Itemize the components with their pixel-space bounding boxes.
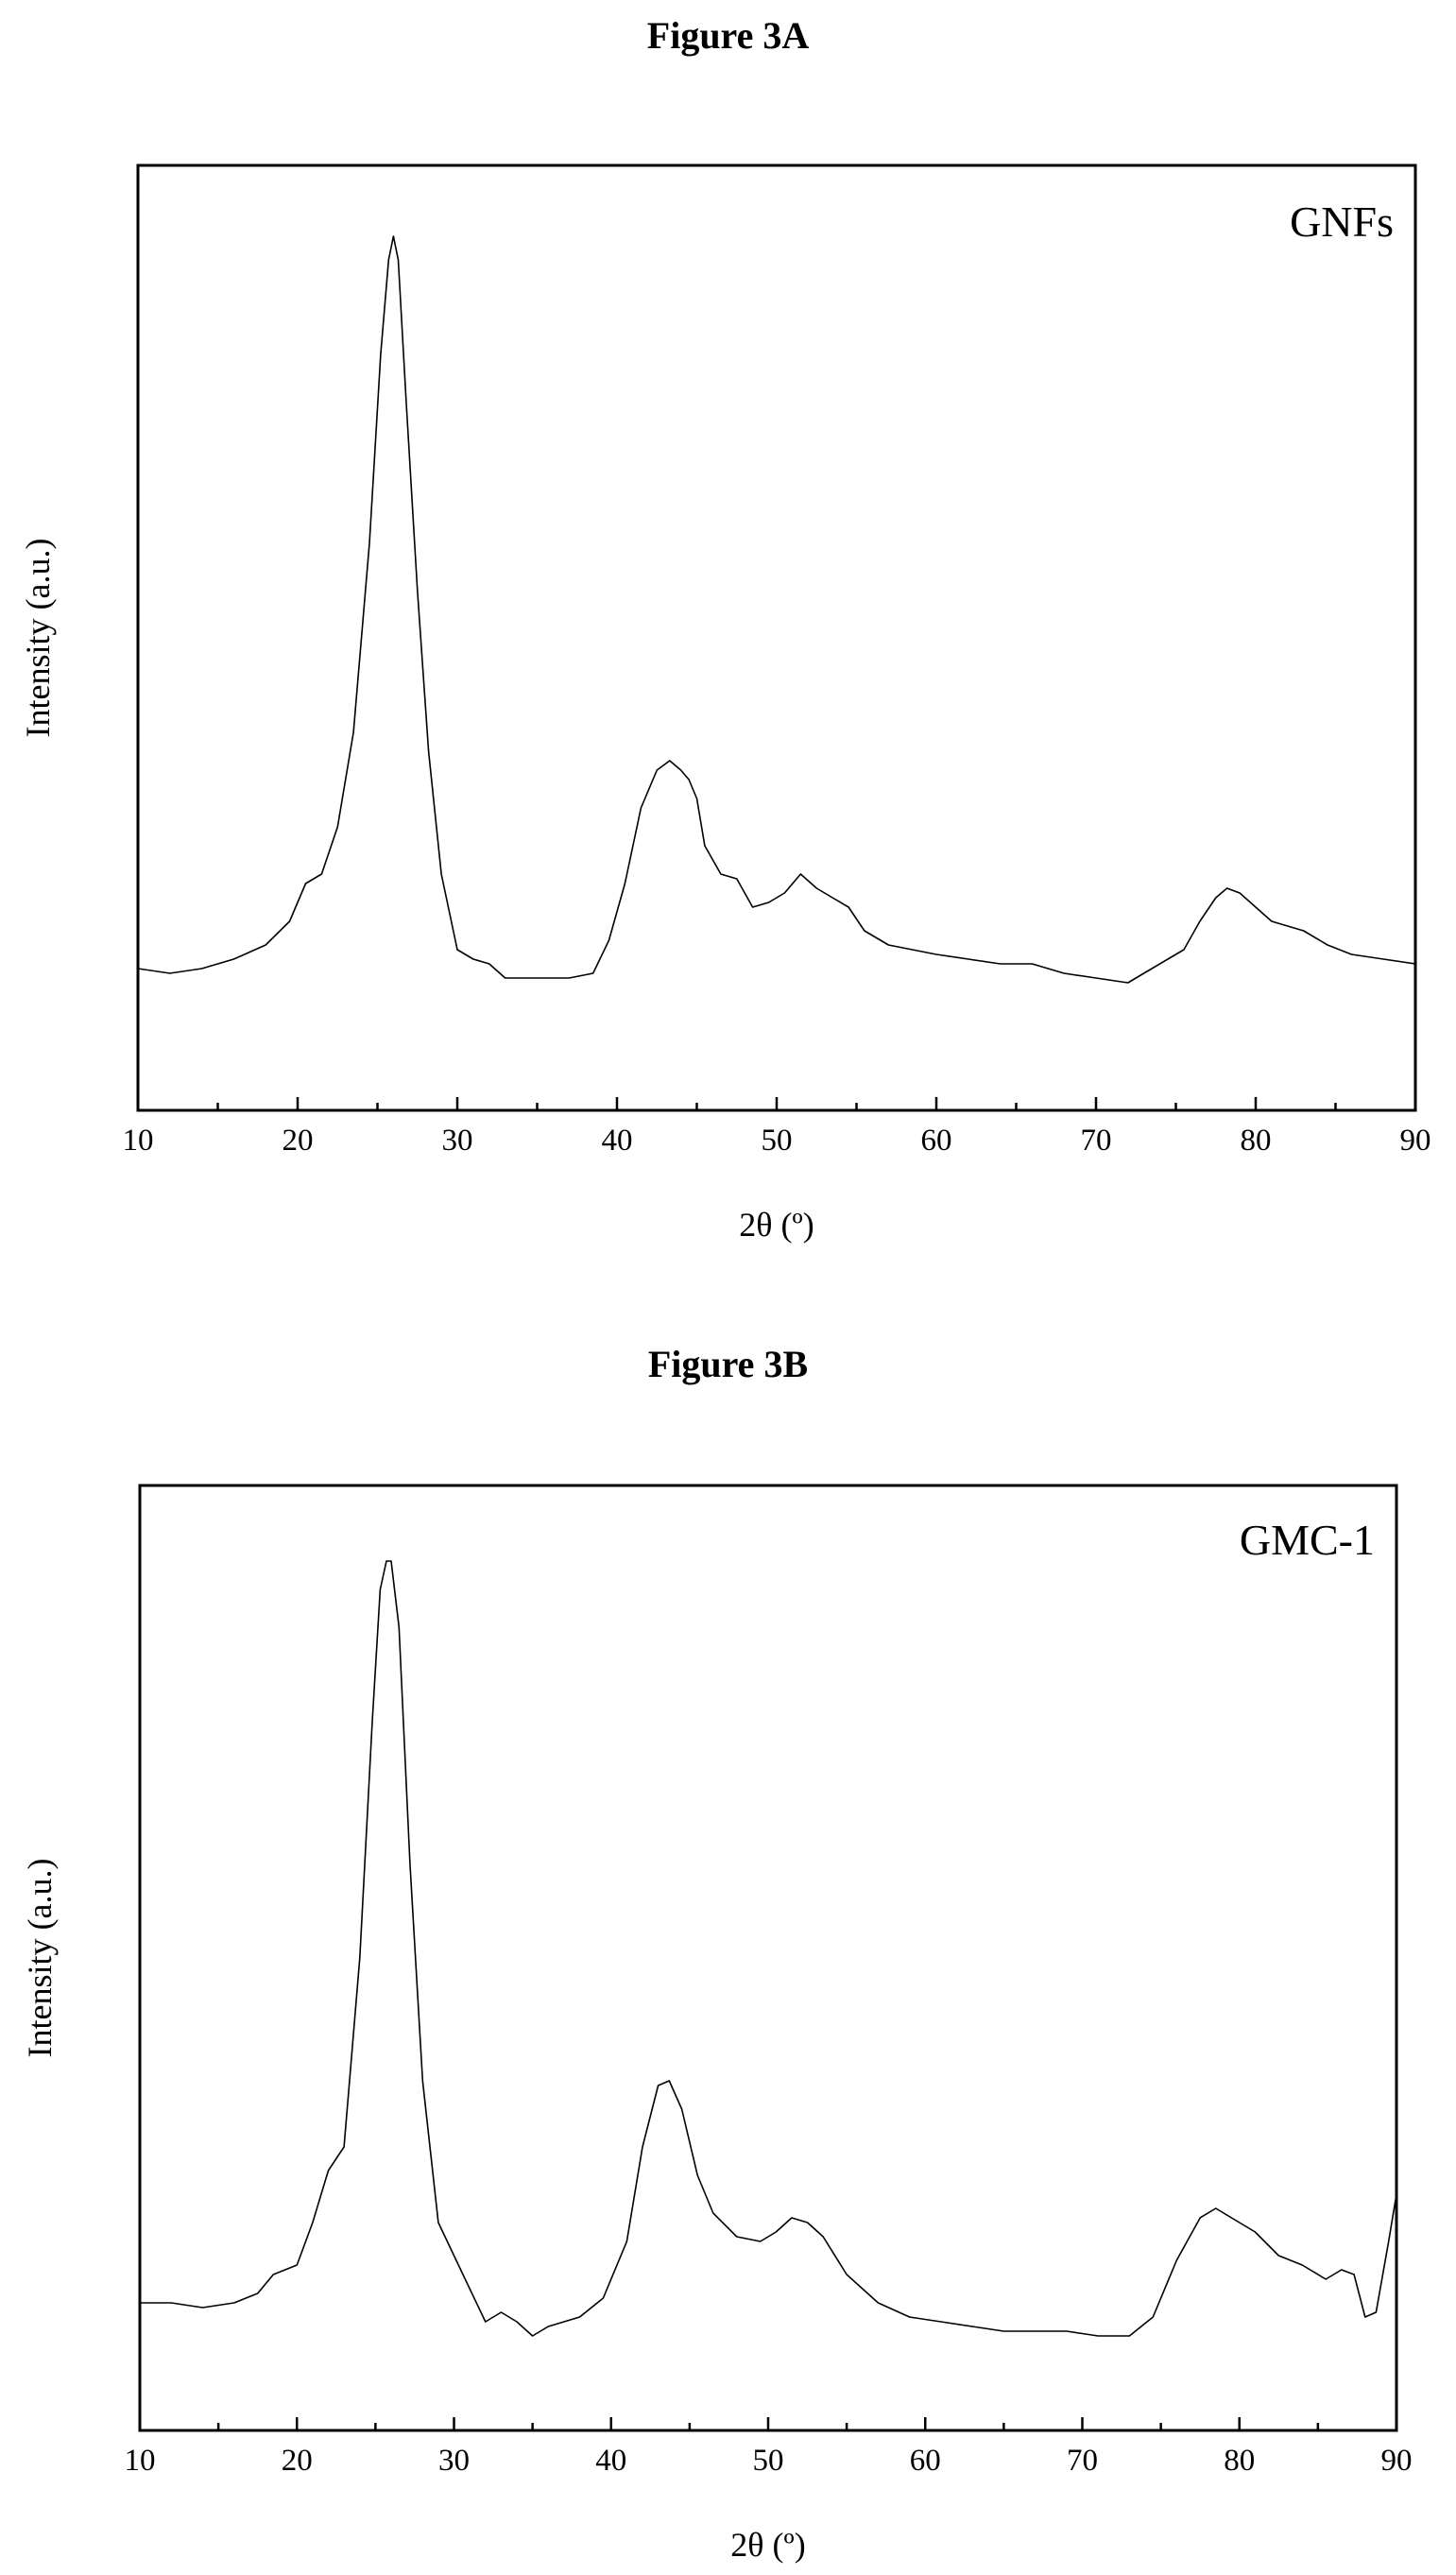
x-tick-label-a-90: 90 — [1400, 1124, 1431, 1158]
x-tick-label-a-80: 80 — [1241, 1124, 1272, 1158]
panel-label-b: GMC-1 — [1240, 1516, 1375, 1564]
plot-frame-a — [136, 163, 1417, 1112]
x-tick-label-b-90: 90 — [1381, 2444, 1413, 2478]
x-tick-labels-b: 10 20 30 40 50 60 70 80 90 — [125, 2444, 1413, 2478]
x-ticks-a — [136, 1097, 1417, 1110]
chart-b: 10 20 30 40 50 60 70 80 90 GMC-1 2θ (º) Intensit… — [21, 1484, 1413, 2564]
x-tick-label-a-10: 10 — [123, 1124, 154, 1158]
x-tick-label-a-70: 70 — [1081, 1124, 1112, 1158]
x-tick-labels-a: 10 20 30 40 50 60 70 80 90 — [123, 1124, 1431, 1158]
x-tick-label-b-10: 10 — [125, 2444, 156, 2478]
y-axis-label-b: Intensity (a.u.) — [21, 1859, 59, 2058]
x-tick-label-a-30: 30 — [442, 1124, 473, 1158]
plot-frame-b — [138, 1484, 1398, 2432]
x-tick-label-b-80: 80 — [1224, 2444, 1255, 2478]
x-tick-label-a-50: 50 — [762, 1124, 793, 1158]
x-tick-label-b-30: 30 — [438, 2444, 470, 2478]
x-tick-label-a-40: 40 — [602, 1124, 633, 1158]
x-tick-label-a-20: 20 — [283, 1124, 314, 1158]
series-line-b — [140, 1560, 1397, 2337]
x-axis-label-b: 2θ (º) — [730, 2526, 805, 2564]
x-tick-label-a-60: 60 — [921, 1124, 952, 1158]
panel-label-a: GNFs — [1290, 197, 1394, 246]
x-ticks-b — [138, 2417, 1398, 2430]
series-line-a — [137, 235, 1416, 984]
x-axis-label-a: 2θ (º) — [739, 1206, 814, 1244]
x-tick-label-b-70: 70 — [1067, 2444, 1098, 2478]
figure-title-a: Figure 3A — [646, 14, 810, 57]
x-tick-label-b-40: 40 — [595, 2444, 626, 2478]
x-tick-label-b-50: 50 — [753, 2444, 784, 2478]
x-tick-label-b-60: 60 — [910, 2444, 941, 2478]
x-tick-label-b-20: 20 — [282, 2444, 313, 2478]
chart-a: 10 20 30 40 50 60 70 80 90 GNFs 2θ (º) Intensity… — [19, 163, 1431, 1244]
figure-title-b: Figure 3B — [647, 1343, 809, 1385]
y-axis-label-a: Intensity (a.u.) — [19, 539, 57, 738]
